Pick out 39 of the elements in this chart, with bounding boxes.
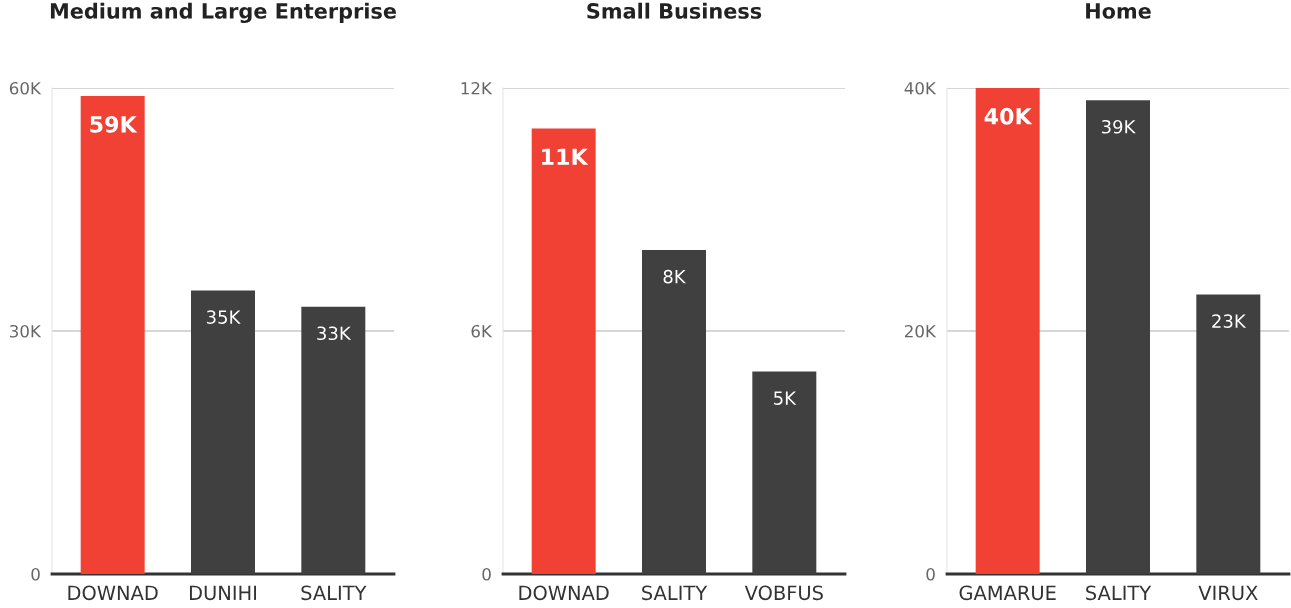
bar xyxy=(80,96,145,574)
data-label: 39K xyxy=(1101,119,1136,134)
x-tick-label: VIRUX xyxy=(1198,585,1258,601)
x-tick-label: VOBFUS xyxy=(744,585,823,601)
y-tick-label: 12K xyxy=(461,81,493,95)
y-tick-label: 0 xyxy=(31,567,40,581)
x-tick-label: SALITY xyxy=(642,585,708,601)
bar xyxy=(531,128,596,574)
chart-title: Home xyxy=(1086,3,1151,19)
x-tick-label: DOWNAD xyxy=(68,585,158,601)
data-label: 40K xyxy=(984,107,1033,125)
y-tick-label: 0 xyxy=(482,567,491,581)
y-tick-label: 0 xyxy=(926,567,935,581)
data-label: 8K xyxy=(663,269,687,284)
y-tick-label: 30K xyxy=(10,324,42,338)
x-tick-label: SALITY xyxy=(301,585,367,601)
y-tick-label: 60K xyxy=(9,81,42,95)
data-label: 33K xyxy=(317,326,352,341)
chart-title: Medium and Large Enterprise xyxy=(50,2,396,24)
bar xyxy=(1196,294,1261,574)
chart-title: Small Business xyxy=(587,2,762,19)
x-tick-label: GAMARUE xyxy=(959,585,1056,601)
x-tick-label: DOWNAD xyxy=(519,585,609,601)
bar xyxy=(975,88,1040,574)
data-label: 59K xyxy=(90,115,138,133)
bar xyxy=(301,306,366,574)
data-label: 11K xyxy=(542,148,589,165)
bar xyxy=(642,250,706,574)
data-label: 5K xyxy=(774,391,797,405)
y-tick-label: 20K xyxy=(904,324,937,338)
data-label: 23K xyxy=(1212,314,1247,328)
x-tick-label: SALITY xyxy=(1086,585,1152,601)
bar xyxy=(1086,100,1150,574)
data-label: 35K xyxy=(206,310,241,324)
bar xyxy=(752,371,817,574)
bar xyxy=(191,290,255,574)
x-tick-label: DUNIHI xyxy=(189,585,257,601)
y-tick-label: 6K xyxy=(471,324,493,338)
y-tick-label: 40K xyxy=(904,81,937,95)
